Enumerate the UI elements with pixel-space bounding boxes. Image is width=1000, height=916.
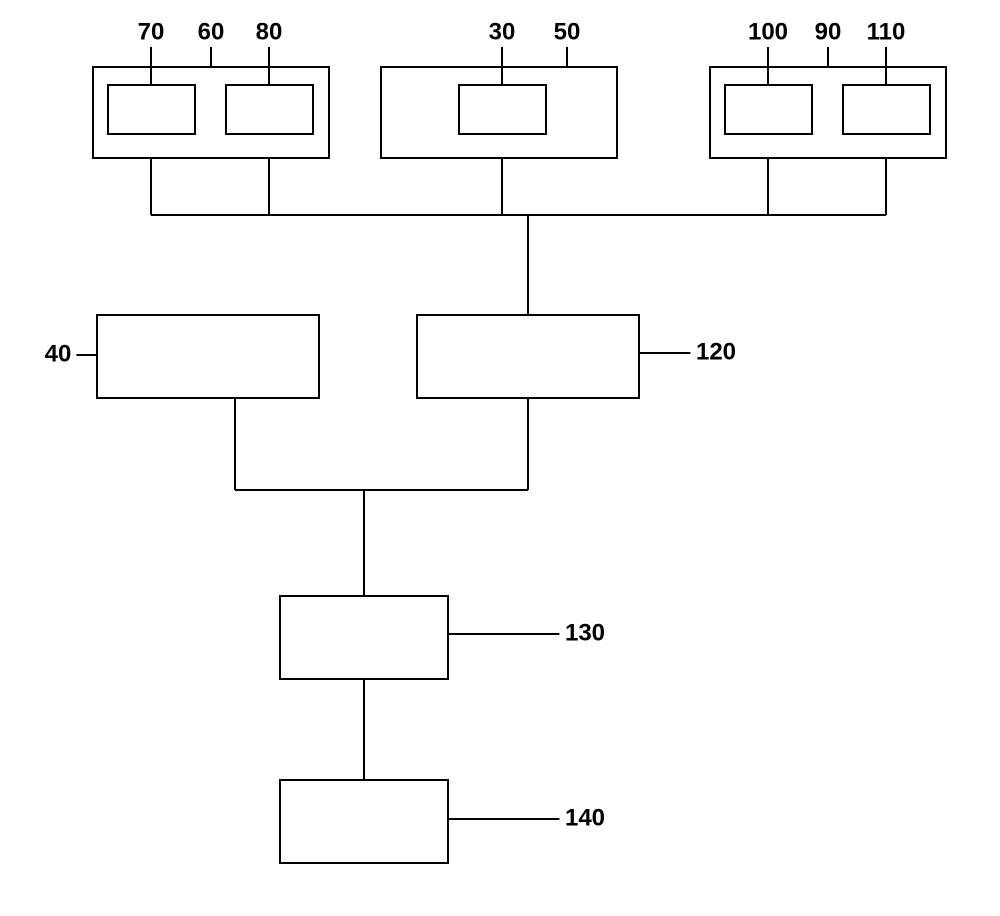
block-diagram: 70 60 80 30 50 100 90 110 40 120 130 140 (0, 0, 1000, 916)
label-l140: 140 (565, 804, 605, 831)
label-l70: 70 (138, 18, 165, 45)
label-l60: 60 (198, 18, 225, 45)
box-120 (417, 315, 639, 398)
box-110 (843, 85, 930, 134)
label-l90: 90 (815, 18, 842, 45)
box-80 (226, 85, 313, 134)
label-l40: 40 (45, 340, 72, 367)
box-130 (280, 596, 448, 679)
label-l130: 130 (565, 619, 605, 646)
box-140 (280, 780, 448, 863)
box-100 (725, 85, 812, 134)
label-l80: 80 (256, 18, 283, 45)
box-40 (97, 315, 319, 398)
label-l50: 50 (554, 18, 581, 45)
label-l30: 30 (489, 18, 516, 45)
label-l110: 110 (867, 18, 906, 45)
label-l120: 120 (696, 338, 736, 365)
box-70 (108, 85, 195, 134)
box-30 (459, 85, 546, 134)
label-l100: 100 (748, 18, 788, 45)
